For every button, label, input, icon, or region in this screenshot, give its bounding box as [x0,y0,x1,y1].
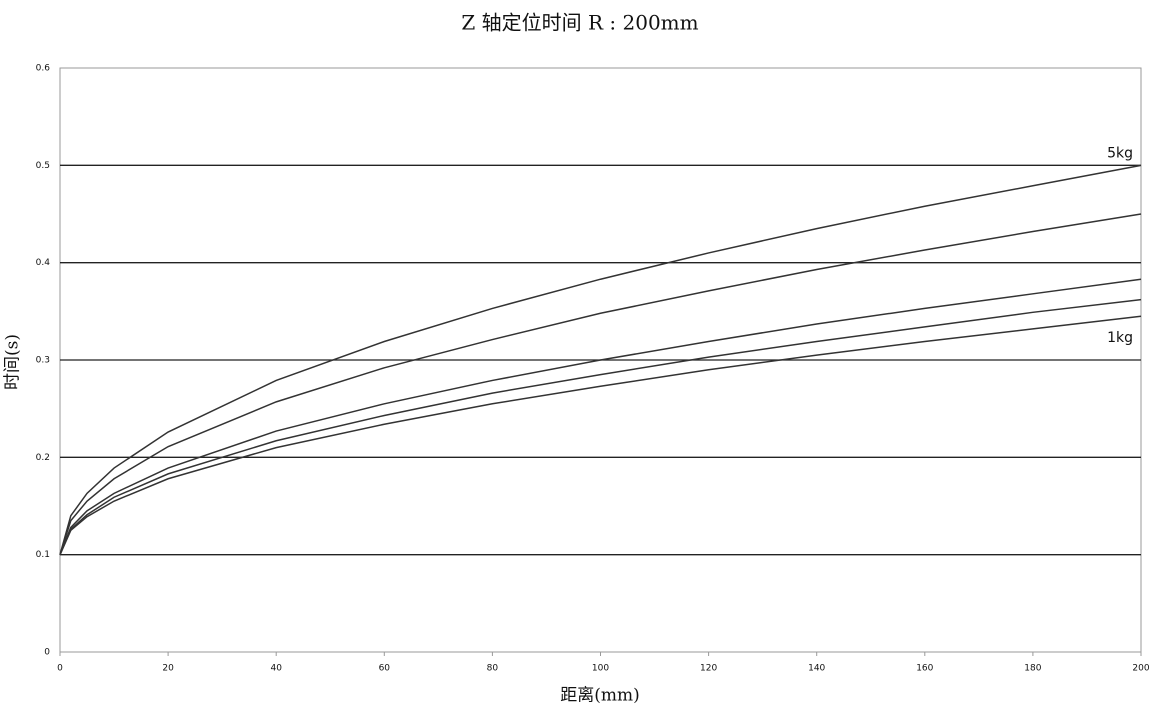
x-tick-label: 100 [592,664,609,674]
x-tick-label: 120 [700,664,717,674]
x-tick-label: 60 [379,664,391,674]
chart-title: Z 轴定位时间 R : 200mm [461,11,698,35]
x-tick-label: 40 [270,664,282,674]
x-tick-label: 140 [808,664,825,674]
y-axis-label: 时间(s) [3,334,23,390]
y-tick-label: 0.1 [36,550,50,560]
series-annotation: 5kg [1107,145,1133,161]
y-tick-label: 0.6 [36,64,51,74]
y-tick-label: 0.2 [36,453,50,463]
y-tick-label: 0.3 [36,356,50,366]
x-tick-label: 80 [487,664,499,674]
line-series [59,164,1142,555]
y-tick-label: 0.5 [36,161,50,171]
y-tick-label: 0 [44,648,50,658]
x-tick-label: 180 [1024,664,1041,674]
y-tick-label: 0.4 [36,258,51,268]
line-series [59,315,1142,555]
x-tick-label: 160 [916,664,933,674]
x-tick-label: 0 [57,664,63,674]
line-series [59,278,1142,555]
x-tick-label: 200 [1132,664,1149,674]
line-series [59,298,1142,555]
x-axis-label: 距离(mm) [560,686,640,706]
line-series [59,213,1142,555]
x-tick-label: 20 [162,664,174,674]
series-annotation: 1kg [1107,330,1133,346]
